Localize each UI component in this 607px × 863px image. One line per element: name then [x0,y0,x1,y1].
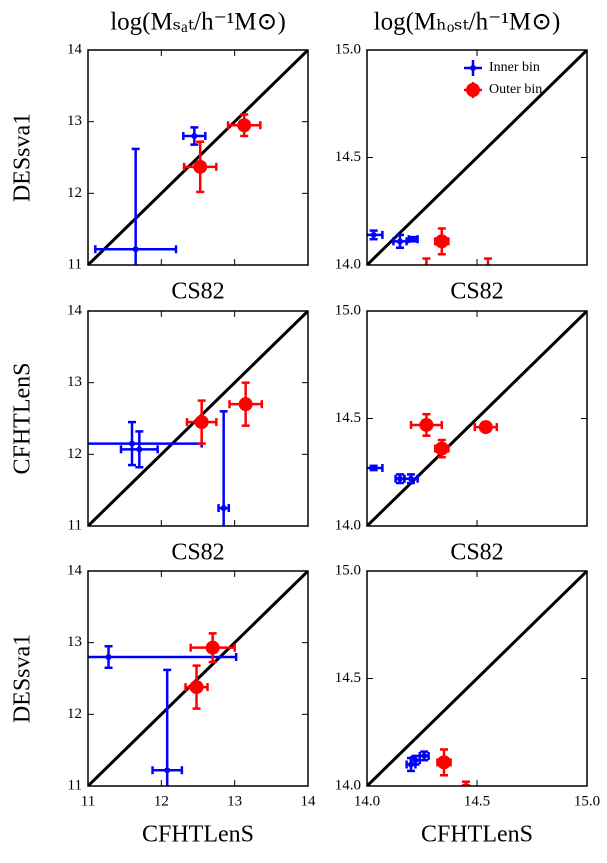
point [193,159,208,174]
point [194,415,209,430]
one-to-one-line [367,311,587,526]
point [421,752,428,759]
x-axis-label: CS82 [171,540,224,566]
point [419,273,433,287]
legend-marker [470,65,476,71]
legend-label: Outer bin [489,82,542,97]
y-tick-label: 14.0 [335,517,361,533]
x-axis-label: CS82 [171,279,224,305]
point [129,440,135,447]
x-axis-label: CS82 [450,279,503,305]
point [191,133,198,139]
plot-area [367,412,499,485]
y-tick-label: 15.0 [335,562,361,578]
y-tick-label: 12 [67,446,82,462]
axes-frame [87,49,309,266]
point [419,417,434,432]
x-tick-label: 15.0 [574,793,600,809]
panel: 14.0 14.5 15.0 CS82 [335,302,588,566]
x-tick-label: 12 [154,793,169,809]
point [237,118,252,133]
panel: 14.0 14.5 15.0 14.0 14.5 15.0 CFHTLenS [335,562,600,847]
point [412,757,419,764]
x-tick-label: 13 [227,793,242,809]
point [205,640,220,655]
y-axis-label: DESsva1 [10,634,36,723]
point [397,238,403,245]
point [408,761,414,768]
y-axis-label: CFHTLenS [10,362,36,474]
y-tick-label: 13 [67,634,82,650]
point [136,446,143,453]
column-title: log(Mₛₐₜ/h⁻¹M⊙) [110,9,286,36]
plot-area [405,748,472,786]
point [132,246,139,253]
point [370,231,377,238]
panel: 11 12 13 14 log(Mₛₐₜ/h⁻¹M⊙) CS82 DESsva1 [10,9,309,305]
point [408,475,414,482]
x-axis-label: CFHTLenS [421,822,533,848]
x-tick-label: 14.0 [354,793,380,809]
y-tick-label: 14.5 [335,149,361,165]
axes-frame [366,310,588,527]
point [370,464,377,471]
one-to-one-line [367,50,587,265]
y-tick-label: 14.5 [335,410,361,426]
plot-area [88,632,238,786]
y-tick-label: 11 [68,777,82,793]
panel: 11 12 13 14 11 12 13 14 CFHTLenS DESsva1 [10,562,317,848]
y-tick-label: 14 [67,302,83,318]
plot-area [367,227,492,287]
y-tick-label: 14.5 [335,670,361,686]
y-tick-label: 14.0 [335,777,361,793]
point [434,441,449,456]
axes-frame [87,570,309,787]
y-tick-label: 13 [67,374,82,390]
x-tick-label: 14 [301,793,317,809]
column-title: log(Mₕₒₛₜ/h⁻¹M⊙) [374,9,561,36]
point [238,397,253,412]
axes-frame [87,310,309,527]
point [105,654,112,660]
panel: 11 12 13 14 CS82 CFHTLenS [10,302,309,566]
y-axis-label: DESsva1 [10,113,36,202]
x-axis-label: CFHTLenS [142,822,254,848]
y-tick-label: 15.0 [335,41,361,57]
plot-area [88,381,264,526]
y-tick-label: 13 [67,113,82,129]
point [478,420,493,435]
x-tick-label: 14.5 [464,793,490,809]
point [220,505,227,512]
axes-frame [366,49,588,266]
y-tick-label: 12 [67,185,82,201]
y-tick-label: 11 [68,517,82,533]
y-tick-label: 11 [68,256,82,272]
legend-label: Inner bin [489,60,540,75]
axes-frame [366,570,588,787]
x-tick-label: 11 [81,793,95,809]
point [397,475,403,482]
point [437,755,451,770]
one-to-one-line [367,571,587,786]
y-tick-label: 15.0 [335,302,361,318]
one-to-one-line [88,50,308,265]
y-tick-label: 14 [67,41,83,57]
panel: 14.0 14.5 15.0 log(Mₕₒₛₜ/h⁻¹M⊙) CS82 Inner bi… [335,9,588,305]
y-tick-label: 12 [67,706,82,722]
point [434,234,449,249]
point [164,767,171,774]
one-to-one-line [88,571,308,786]
legend-marker [466,83,480,97]
y-tick-label: 14 [67,562,83,578]
plot-area [94,113,262,265]
y-tick-label: 14.0 [335,256,361,272]
x-axis-label: CS82 [450,540,503,566]
point [410,236,417,243]
point [189,680,204,695]
